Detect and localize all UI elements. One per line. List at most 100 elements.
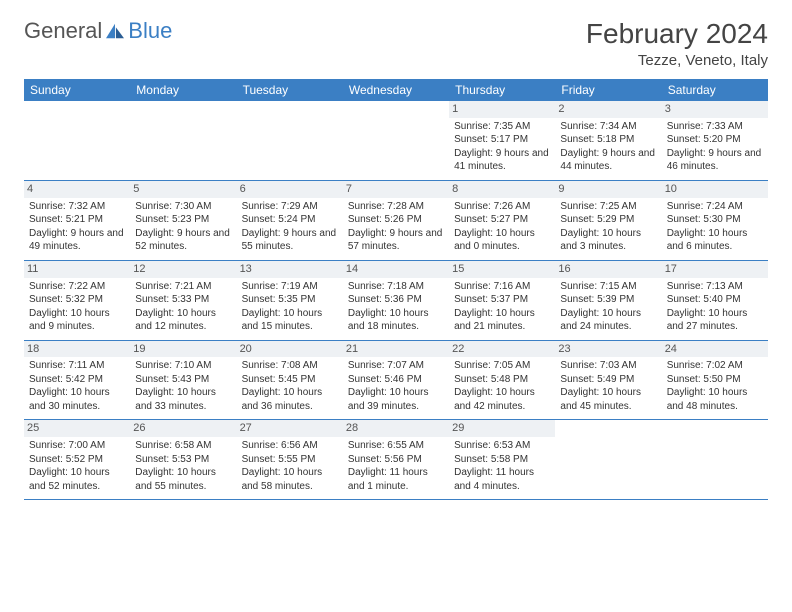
daylight-line: Daylight: 9 hours and 55 minutes. — [242, 227, 338, 254]
location-label: Tezze, Veneto, Italy — [586, 52, 768, 69]
day-number: 4 — [24, 181, 130, 198]
sunrise-line: Sunrise: 7:35 AM — [454, 120, 550, 134]
calendar-body: 1Sunrise: 7:35 AMSunset: 5:17 PMDaylight… — [24, 101, 768, 500]
daylight-line: Daylight: 9 hours and 49 minutes. — [29, 227, 125, 254]
day-number: 5 — [130, 181, 236, 198]
sunset-line: Sunset: 5:29 PM — [560, 213, 656, 227]
day-number: 6 — [237, 181, 343, 198]
day-cell: 20Sunrise: 7:08 AMSunset: 5:45 PMDayligh… — [237, 340, 343, 420]
day-cell: 1Sunrise: 7:35 AMSunset: 5:17 PMDaylight… — [449, 101, 555, 180]
sunset-line: Sunset: 5:32 PM — [29, 293, 125, 307]
sunset-line: Sunset: 5:27 PM — [454, 213, 550, 227]
sunset-line: Sunset: 5:48 PM — [454, 373, 550, 387]
day-number: 27 — [237, 420, 343, 437]
day-number: 17 — [662, 261, 768, 278]
day-number: 22 — [449, 341, 555, 358]
sunrise-line: Sunrise: 7:10 AM — [135, 359, 231, 373]
sunrise-line: Sunrise: 6:55 AM — [348, 439, 444, 453]
day-number: 12 — [130, 261, 236, 278]
sunrise-line: Sunrise: 7:16 AM — [454, 280, 550, 294]
day-number: 23 — [555, 341, 661, 358]
day-cell: 7Sunrise: 7:28 AMSunset: 5:26 PMDaylight… — [343, 180, 449, 260]
day-cell: 21Sunrise: 7:07 AMSunset: 5:46 PMDayligh… — [343, 340, 449, 420]
sunrise-line: Sunrise: 6:58 AM — [135, 439, 231, 453]
calendar-row: 18Sunrise: 7:11 AMSunset: 5:42 PMDayligh… — [24, 340, 768, 420]
daylight-line: Daylight: 9 hours and 52 minutes. — [135, 227, 231, 254]
sail-icon — [104, 22, 126, 40]
calendar-header-row: SundayMondayTuesdayWednesdayThursdayFrid… — [24, 79, 768, 101]
calendar-table: SundayMondayTuesdayWednesdayThursdayFrid… — [24, 79, 768, 500]
daylight-line: Daylight: 9 hours and 41 minutes. — [454, 147, 550, 174]
empty-cell — [237, 101, 343, 180]
daylight-line: Daylight: 10 hours and 3 minutes. — [560, 227, 656, 254]
day-number: 15 — [449, 261, 555, 278]
sunrise-line: Sunrise: 7:02 AM — [667, 359, 763, 373]
calendar-row: 4Sunrise: 7:32 AMSunset: 5:21 PMDaylight… — [24, 180, 768, 260]
daylight-line: Daylight: 10 hours and 15 minutes. — [242, 307, 338, 334]
day-cell: 15Sunrise: 7:16 AMSunset: 5:37 PMDayligh… — [449, 260, 555, 340]
day-number: 11 — [24, 261, 130, 278]
sunset-line: Sunset: 5:35 PM — [242, 293, 338, 307]
day-number: 19 — [130, 341, 236, 358]
day-number: 7 — [343, 181, 449, 198]
sunrise-line: Sunrise: 7:34 AM — [560, 120, 656, 134]
sunrise-line: Sunrise: 7:26 AM — [454, 200, 550, 214]
daylight-line: Daylight: 10 hours and 6 minutes. — [667, 227, 763, 254]
sunrise-line: Sunrise: 7:07 AM — [348, 359, 444, 373]
day-cell: 6Sunrise: 7:29 AMSunset: 5:24 PMDaylight… — [237, 180, 343, 260]
day-cell: 13Sunrise: 7:19 AMSunset: 5:35 PMDayligh… — [237, 260, 343, 340]
sunrise-line: Sunrise: 7:05 AM — [454, 359, 550, 373]
sunset-line: Sunset: 5:33 PM — [135, 293, 231, 307]
day-cell: 27Sunrise: 6:56 AMSunset: 5:55 PMDayligh… — [237, 420, 343, 500]
day-number: 16 — [555, 261, 661, 278]
day-number: 21 — [343, 341, 449, 358]
sunset-line: Sunset: 5:56 PM — [348, 453, 444, 467]
day-number: 3 — [662, 101, 768, 118]
daylight-line: Daylight: 10 hours and 36 minutes. — [242, 386, 338, 413]
day-number: 24 — [662, 341, 768, 358]
sunrise-line: Sunrise: 7:24 AM — [667, 200, 763, 214]
sunrise-line: Sunrise: 6:53 AM — [454, 439, 550, 453]
daylight-line: Daylight: 10 hours and 39 minutes. — [348, 386, 444, 413]
sunset-line: Sunset: 5:17 PM — [454, 133, 550, 147]
daylight-line: Daylight: 10 hours and 21 minutes. — [454, 307, 550, 334]
sunset-line: Sunset: 5:20 PM — [667, 133, 763, 147]
daylight-line: Daylight: 10 hours and 58 minutes. — [242, 466, 338, 493]
daylight-line: Daylight: 11 hours and 4 minutes. — [454, 466, 550, 493]
daylight-line: Daylight: 10 hours and 45 minutes. — [560, 386, 656, 413]
sunrise-line: Sunrise: 7:29 AM — [242, 200, 338, 214]
sunset-line: Sunset: 5:50 PM — [667, 373, 763, 387]
sunrise-line: Sunrise: 7:21 AM — [135, 280, 231, 294]
brand-logo: General Blue — [24, 18, 172, 44]
day-cell: 14Sunrise: 7:18 AMSunset: 5:36 PMDayligh… — [343, 260, 449, 340]
sunset-line: Sunset: 5:53 PM — [135, 453, 231, 467]
day-number: 25 — [24, 420, 130, 437]
sunrise-line: Sunrise: 7:32 AM — [29, 200, 125, 214]
daylight-line: Daylight: 10 hours and 42 minutes. — [454, 386, 550, 413]
empty-cell — [130, 101, 236, 180]
weekday-header: Monday — [130, 79, 236, 101]
month-title: February 2024 — [586, 18, 768, 50]
sunset-line: Sunset: 5:52 PM — [29, 453, 125, 467]
day-cell: 28Sunrise: 6:55 AMSunset: 5:56 PMDayligh… — [343, 420, 449, 500]
daylight-line: Daylight: 10 hours and 52 minutes. — [29, 466, 125, 493]
sunrise-line: Sunrise: 7:11 AM — [29, 359, 125, 373]
day-cell: 8Sunrise: 7:26 AMSunset: 5:27 PMDaylight… — [449, 180, 555, 260]
day-cell: 29Sunrise: 6:53 AMSunset: 5:58 PMDayligh… — [449, 420, 555, 500]
day-number: 9 — [555, 181, 661, 198]
calendar-row: 25Sunrise: 7:00 AMSunset: 5:52 PMDayligh… — [24, 420, 768, 500]
brand-first: General — [24, 18, 102, 44]
day-cell: 23Sunrise: 7:03 AMSunset: 5:49 PMDayligh… — [555, 340, 661, 420]
day-cell: 26Sunrise: 6:58 AMSunset: 5:53 PMDayligh… — [130, 420, 236, 500]
calendar-row: 11Sunrise: 7:22 AMSunset: 5:32 PMDayligh… — [24, 260, 768, 340]
sunrise-line: Sunrise: 7:28 AM — [348, 200, 444, 214]
day-cell: 5Sunrise: 7:30 AMSunset: 5:23 PMDaylight… — [130, 180, 236, 260]
day-cell: 2Sunrise: 7:34 AMSunset: 5:18 PMDaylight… — [555, 101, 661, 180]
daylight-line: Daylight: 10 hours and 24 minutes. — [560, 307, 656, 334]
day-number: 29 — [449, 420, 555, 437]
weekday-header: Saturday — [662, 79, 768, 101]
day-cell: 24Sunrise: 7:02 AMSunset: 5:50 PMDayligh… — [662, 340, 768, 420]
day-cell: 18Sunrise: 7:11 AMSunset: 5:42 PMDayligh… — [24, 340, 130, 420]
sunset-line: Sunset: 5:39 PM — [560, 293, 656, 307]
calendar-row: 1Sunrise: 7:35 AMSunset: 5:17 PMDaylight… — [24, 101, 768, 180]
